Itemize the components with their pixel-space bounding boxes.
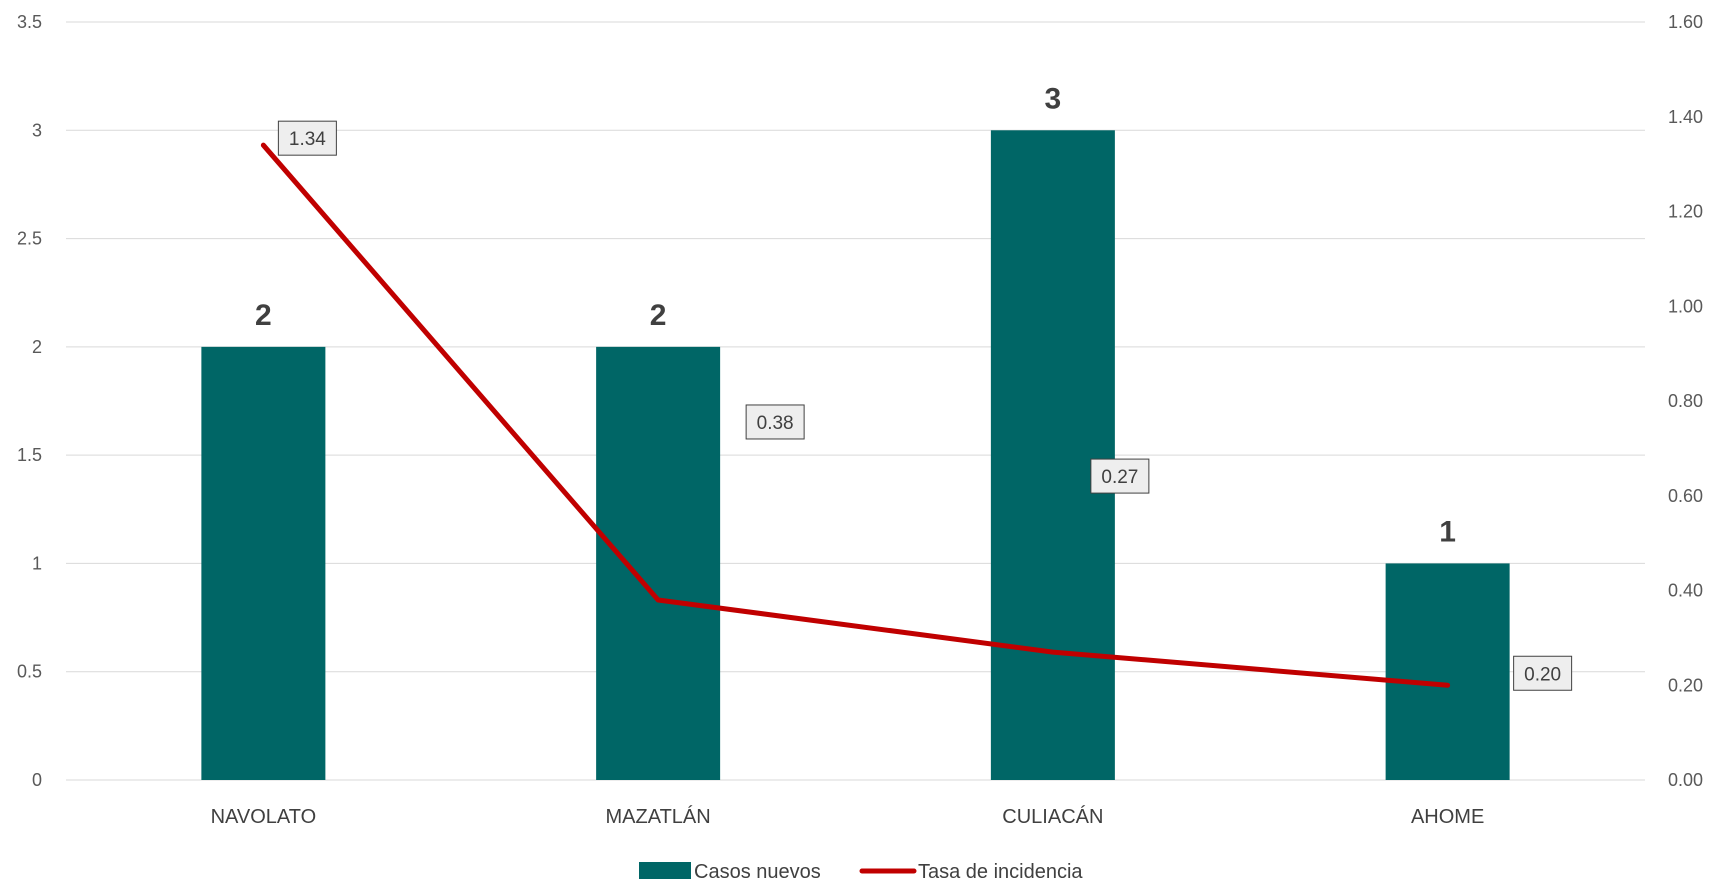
- category-label: NAVOLATO: [211, 806, 317, 828]
- right-tick-label: 1.00: [1668, 296, 1703, 316]
- left-tick-label: 0.5: [17, 662, 42, 682]
- right-tick-label: 0.80: [1668, 391, 1703, 411]
- legend-swatch-casos-nuevos: [639, 862, 691, 879]
- line-series: [263, 145, 1447, 685]
- right-tick-label: 1.40: [1668, 107, 1703, 127]
- left-tick-label: 1.5: [17, 445, 42, 465]
- series-line-tasa-de-incidencia: [263, 145, 1447, 685]
- bar-labels: 2 2 3 1: [255, 82, 1456, 548]
- bar: [596, 347, 720, 780]
- line-value-label: 0.38: [757, 413, 794, 434]
- right-tick-label: 1.20: [1668, 202, 1703, 222]
- line-value-label: 0.27: [1101, 467, 1138, 488]
- left-tick-label: 0: [32, 770, 42, 790]
- line-value-label: 0.20: [1524, 664, 1561, 685]
- right-tick-label: 0.40: [1668, 581, 1703, 601]
- line-value-label: 1.34: [289, 129, 326, 150]
- bar: [991, 130, 1115, 780]
- category-label: MAZATLÁN: [606, 805, 711, 828]
- category-axis: NAVOLATO MAZATLÁN CULIACÁN AHOME: [211, 805, 1485, 828]
- left-tick-label: 2.5: [17, 229, 42, 249]
- bar: [201, 347, 325, 780]
- legend-label-casos-nuevos: Casos nuevos: [694, 861, 821, 882]
- bar-value-label: 1: [1439, 515, 1456, 548]
- right-tick-label: 0.60: [1668, 486, 1703, 506]
- bar-value-label: 3: [1045, 82, 1062, 115]
- bar: [1386, 563, 1510, 780]
- line-labels: 1.34 0.38 0.27 0.20: [278, 121, 1571, 690]
- bar-value-label: 2: [650, 299, 667, 332]
- category-label: AHOME: [1411, 806, 1484, 828]
- right-axis: 0.00 0.20 0.40 0.60 0.80 1.00 1.20 1.40 1.60: [1668, 12, 1703, 790]
- left-tick-label: 3: [32, 120, 42, 140]
- left-tick-label: 3.5: [17, 12, 42, 32]
- bar-value-label: 2: [255, 299, 272, 332]
- right-tick-label: 1.60: [1668, 12, 1703, 32]
- left-axis: 0 0.5 1 1.5 2 2.5 3 3.5: [17, 12, 42, 790]
- category-label: CULIACÁN: [1002, 805, 1103, 828]
- left-tick-label: 1: [32, 553, 42, 573]
- right-tick-label: 0.00: [1668, 770, 1703, 790]
- legend: Casos nuevos Tasa de incidencia: [639, 861, 1083, 882]
- right-tick-label: 0.20: [1668, 675, 1703, 695]
- legend-label-tasa-de-incidencia: Tasa de incidencia: [918, 861, 1083, 882]
- left-tick-label: 2: [32, 337, 42, 357]
